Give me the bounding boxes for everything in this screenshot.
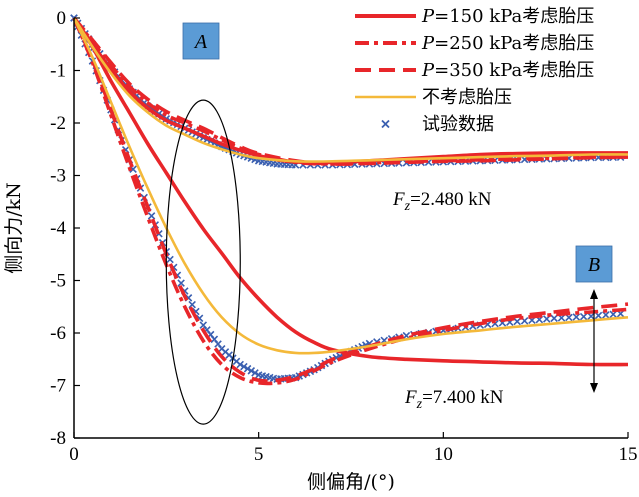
series-line	[72, 17, 629, 367]
legend-label: P=150 kPa考虑胎压	[421, 6, 594, 27]
legend-label: P=350 kPa考虑胎压	[421, 60, 594, 81]
data-point-marker	[236, 360, 244, 369]
x-axis-label: 侧偏角/(°)	[307, 471, 395, 493]
series-line	[72, 16, 629, 166]
fz-low-label: Fz=2.480 kN	[392, 189, 492, 214]
y-tick-label: -5	[50, 271, 66, 292]
arrow-up-icon	[590, 289, 598, 299]
series-line	[72, 17, 629, 355]
highlight-ellipse	[165, 99, 241, 425]
y-tick-label: 0	[57, 8, 67, 29]
data-point-marker	[572, 313, 581, 321]
series-line	[72, 17, 629, 163]
legend: P=150 kPa考虑胎压 P=250 kPa考虑胎压 P=350 kPa考虑胎压不…	[355, 6, 594, 135]
y-axis-label: 侧向力/kN	[3, 182, 25, 274]
legend-label: P=250 kPa考虑胎压	[421, 33, 594, 54]
data-point-marker	[513, 317, 521, 326]
data-point-marker	[247, 367, 256, 375]
data-point-marker	[587, 312, 595, 320]
region-b-box	[575, 245, 613, 283]
y-tick-label: -8	[50, 428, 66, 449]
data-point-marker	[240, 362, 248, 371]
data-point-marker	[177, 279, 185, 287]
legend-label: 试验数据	[422, 114, 494, 135]
data-point-marker	[579, 312, 588, 321]
x-tick-label: 5	[254, 444, 264, 465]
data-point-marker	[166, 255, 174, 264]
data-point-marker	[609, 310, 617, 319]
region-b-label: B	[588, 254, 600, 276]
data-point-marker	[594, 311, 603, 320]
data-point-marker	[550, 314, 558, 323]
y-tick-label: -4	[50, 218, 66, 239]
series-line	[72, 17, 629, 386]
y-tick-label: -2	[50, 113, 66, 134]
x-tick-label: 15	[619, 444, 638, 465]
region-a-label: A	[193, 31, 208, 53]
axes: 0 5 10 15 0 -1 -2 -3 -4 -5 -6 -7 -8 侧偏角/(°) 侧向力/kN	[3, 8, 638, 493]
x-tick-label: 10	[434, 444, 453, 465]
arrow-down-icon	[590, 383, 598, 393]
data-point-marker	[243, 364, 252, 373]
y-tick-label: -7	[50, 376, 66, 397]
data-point-marker	[188, 300, 196, 309]
x-tick-label: 0	[69, 444, 79, 465]
plot-lines	[70, 14, 629, 386]
y-tick-label: -3	[50, 166, 66, 187]
series-line	[72, 17, 629, 383]
legend-label: 不考虑胎压	[422, 87, 512, 108]
y-tick-label: -1	[50, 61, 66, 82]
data-point-marker	[147, 212, 156, 220]
region-a-box	[182, 22, 220, 60]
data-point-marker	[251, 369, 259, 377]
annotations: A B Fz=2.480 kN Fz=7.400 kN	[165, 22, 613, 425]
legend-marker-icon	[381, 119, 390, 129]
y-tick-label: -6	[50, 323, 66, 344]
fz-high-label: Fz=7.400 kN	[404, 387, 504, 412]
